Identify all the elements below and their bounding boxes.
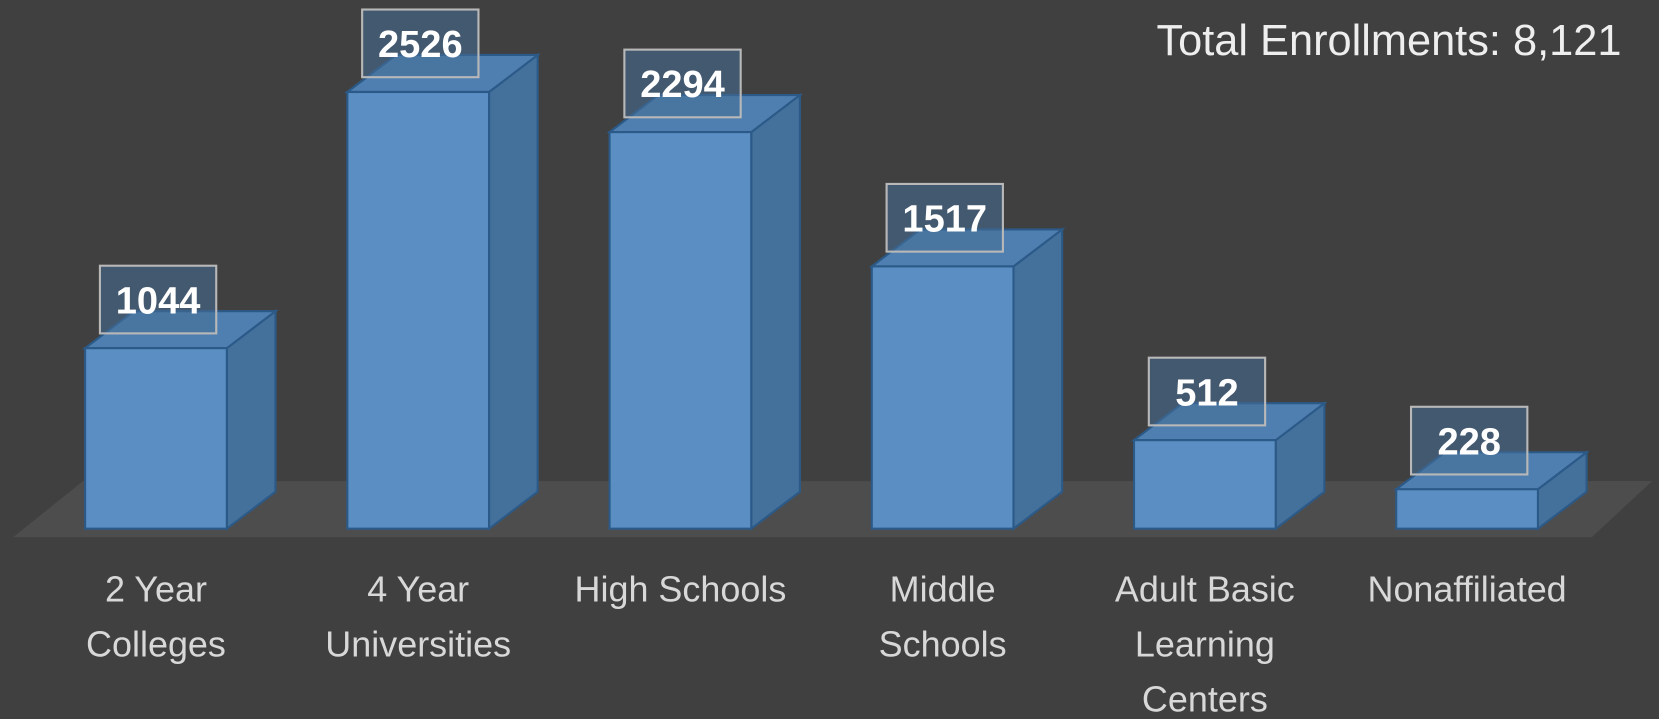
- x-label-box: High Schools: [574, 569, 787, 611]
- bar-side: [487, 52, 539, 531]
- value-label: 2294: [640, 64, 725, 106]
- value-label-box: [1147, 356, 1267, 427]
- value-label-box: [1409, 405, 1529, 476]
- bar: [1132, 439, 1277, 530]
- x-label-box: Nonaffiliated: [1367, 569, 1567, 611]
- value-label-box: [623, 48, 742, 119]
- bar: [870, 265, 1015, 530]
- x-label-box: Adult Basic Learning Centers: [1114, 569, 1295, 719]
- value-label: 1517: [902, 199, 987, 241]
- value-label: 1044: [116, 280, 201, 322]
- x-tick-label: Nonaffiliated: [1367, 569, 1567, 611]
- value-label-box: [361, 8, 480, 79]
- x-label-box: 2 Year Colleges: [86, 569, 226, 666]
- value-label-box: [885, 182, 1004, 253]
- x-tick-label: Adult Basic Learning Centers: [1114, 569, 1295, 719]
- bar: [608, 131, 753, 530]
- x-tick-label: 4 Year Universities: [325, 569, 512, 666]
- bar-side: [750, 92, 801, 531]
- chart-title: Total Enrollments: 8,121: [1156, 17, 1621, 65]
- x-label-box: 4 Year Universities: [325, 569, 512, 666]
- value-label-box: [98, 264, 218, 335]
- x-tick-label: Middle Schools: [878, 569, 1007, 666]
- value-label: 512: [1175, 372, 1238, 414]
- value-label: 2526: [378, 24, 463, 66]
- bar: [84, 347, 228, 530]
- bar-side: [1012, 227, 1064, 531]
- value-label: 228: [1437, 421, 1500, 463]
- x-tick-label: 2 Year Colleges: [86, 569, 226, 666]
- bar: [346, 90, 491, 530]
- x-tick-label: High Schools: [574, 569, 787, 611]
- bar: [1395, 488, 1539, 530]
- x-label-box: Middle Schools: [878, 569, 1007, 666]
